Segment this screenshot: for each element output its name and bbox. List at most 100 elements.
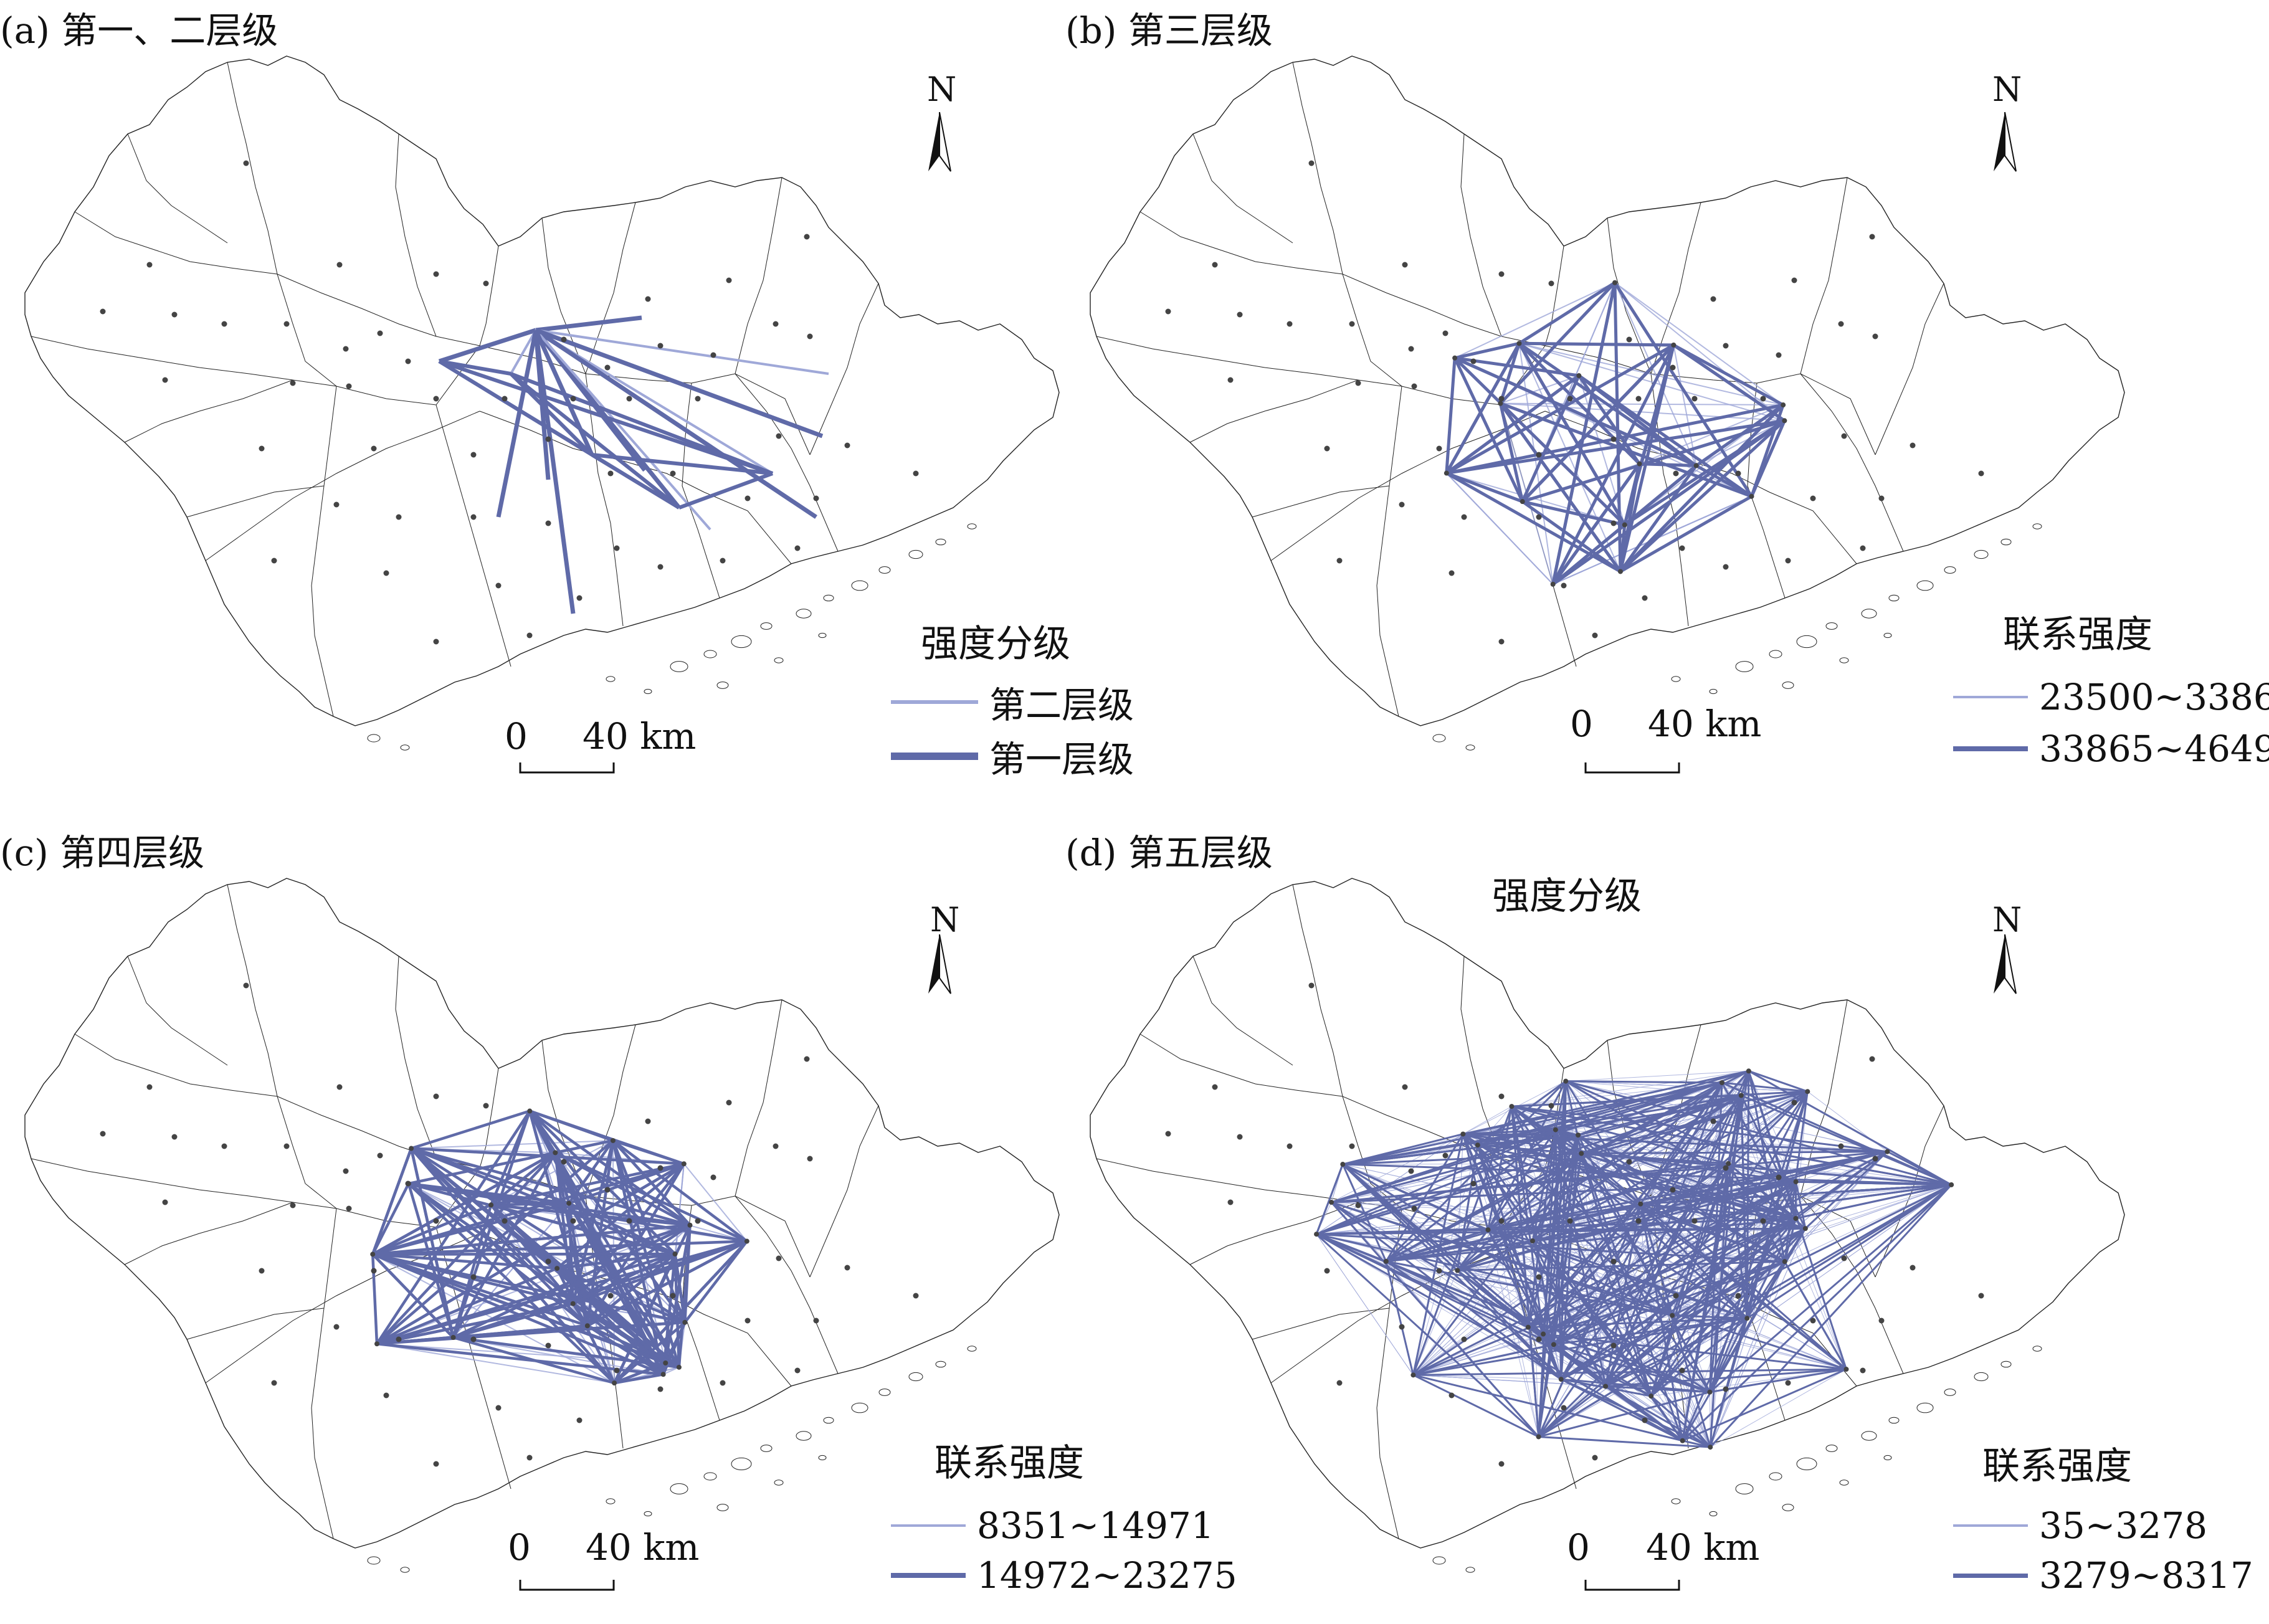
city-node xyxy=(1723,343,1729,349)
hub-node xyxy=(1612,280,1617,285)
county-boundary xyxy=(1377,386,1402,716)
hub-node xyxy=(1843,1367,1848,1372)
city-node xyxy=(1792,278,1797,283)
hub-node xyxy=(553,1150,558,1155)
city-node xyxy=(711,1175,716,1180)
city-node xyxy=(406,359,411,364)
scale-zero-b: 0 xyxy=(1570,703,1593,745)
county-boundary xyxy=(31,336,480,405)
county-boundary xyxy=(586,202,635,374)
city-node xyxy=(1337,1380,1343,1386)
link-line xyxy=(498,330,536,517)
county-boundary xyxy=(436,405,511,667)
island xyxy=(670,1484,688,1494)
city-node xyxy=(658,564,664,570)
hub-node xyxy=(1782,1259,1787,1264)
hub-node xyxy=(1794,1179,1799,1184)
network-group xyxy=(370,1109,749,1386)
city-node xyxy=(1627,337,1632,343)
city-node xyxy=(1592,1455,1598,1461)
city-node xyxy=(1786,1380,1791,1386)
island xyxy=(936,539,946,545)
city-node xyxy=(1499,272,1505,277)
city-node xyxy=(1462,515,1467,520)
north-arrow-right xyxy=(2005,934,2016,994)
legend-row-b-1: 33865~46496 xyxy=(1953,728,2269,770)
island xyxy=(1974,550,1988,558)
city-node xyxy=(163,1200,168,1205)
region-outline xyxy=(1090,56,2124,726)
city-node xyxy=(334,1324,340,1330)
hub-node xyxy=(1329,1200,1334,1205)
city-node xyxy=(658,1387,664,1392)
north-arrow-right xyxy=(2005,112,2016,171)
legend-title-d: 联系强度 xyxy=(1982,1436,2132,1490)
county-boundary xyxy=(396,134,436,336)
city-node xyxy=(1873,1156,1878,1162)
hub-node xyxy=(1530,1238,1535,1243)
city-node xyxy=(627,396,632,402)
island xyxy=(704,1473,716,1480)
hub-node xyxy=(1707,1390,1712,1395)
island xyxy=(774,1480,783,1485)
city-node xyxy=(745,496,751,501)
city-node xyxy=(502,396,508,402)
city-node xyxy=(1673,1293,1679,1299)
link-line xyxy=(373,1149,411,1255)
island xyxy=(1884,1455,1891,1460)
county-boundary xyxy=(1293,62,1343,274)
city-node xyxy=(1536,1337,1542,1342)
city-node xyxy=(1611,1259,1617,1265)
city-node xyxy=(527,633,533,639)
city-node xyxy=(745,1318,751,1324)
island xyxy=(819,633,826,637)
hub-node xyxy=(527,1109,532,1114)
island xyxy=(1862,1432,1877,1440)
city-node xyxy=(1399,502,1405,508)
hub-node xyxy=(1410,1372,1415,1377)
island xyxy=(1736,1484,1753,1494)
city-node xyxy=(1611,1343,1617,1349)
city-node xyxy=(384,571,389,576)
city-node xyxy=(1287,321,1293,327)
legend-row-b-0: 23500~33864 xyxy=(1953,676,2269,718)
island xyxy=(401,745,409,750)
hub-node xyxy=(1455,1268,1460,1273)
city-node xyxy=(1723,1387,1729,1392)
county-boundary xyxy=(735,1196,838,1374)
city-node xyxy=(546,1259,551,1265)
city-node xyxy=(1842,434,1847,439)
island xyxy=(824,595,834,601)
north-arrow-icon xyxy=(928,112,951,171)
island xyxy=(796,1432,811,1440)
city-node xyxy=(1212,262,1218,268)
city-node xyxy=(695,396,701,402)
link-line xyxy=(536,330,829,374)
hub-node xyxy=(488,1202,493,1207)
hub-node xyxy=(1576,373,1581,378)
island xyxy=(368,1557,380,1564)
island xyxy=(2001,1361,2011,1367)
county-boundary xyxy=(1193,956,1293,1065)
island xyxy=(1862,609,1877,618)
hub-node xyxy=(1460,1131,1465,1136)
scale-bar xyxy=(1586,762,1679,772)
city-node xyxy=(1412,1206,1417,1212)
island xyxy=(644,1511,652,1516)
legend-swatch xyxy=(891,700,978,704)
north-label-c: N xyxy=(930,900,959,939)
county-boundary xyxy=(125,1202,293,1265)
hub-node xyxy=(1781,402,1786,407)
city-node xyxy=(337,262,343,268)
hub-node xyxy=(1485,1227,1490,1232)
scale-bar-line xyxy=(1586,762,1679,772)
north-arrow-left xyxy=(1994,112,2005,171)
city-node xyxy=(337,1085,343,1090)
hub-node xyxy=(1579,1151,1584,1156)
city-node xyxy=(1212,1085,1218,1090)
hub-node xyxy=(611,1138,616,1143)
island xyxy=(606,677,615,681)
legend-swatch xyxy=(891,1524,966,1527)
hub-node xyxy=(1793,1216,1798,1221)
city-node xyxy=(1723,1166,1729,1171)
